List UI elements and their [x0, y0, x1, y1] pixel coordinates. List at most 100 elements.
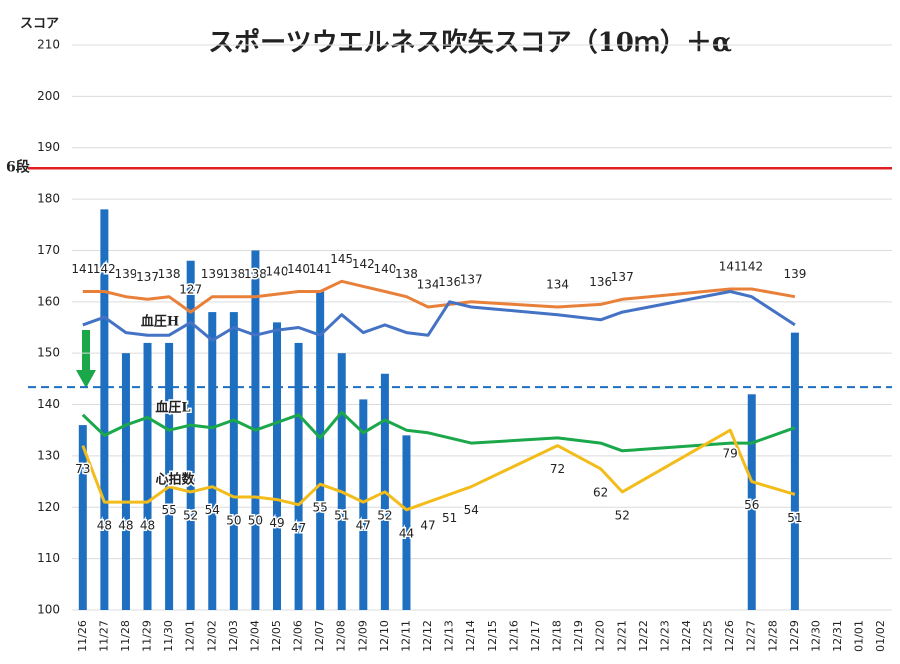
x-tick-label: 11/28: [119, 620, 132, 652]
line: [81, 428, 796, 512]
arrow: [76, 330, 96, 388]
data-label: 54: [205, 503, 220, 517]
x-tick-label: 12/29: [788, 620, 801, 652]
bar: [337, 353, 346, 610]
x-tick-label: 11/26: [76, 620, 89, 652]
data-label: 138: [395, 267, 418, 281]
x-tick-label: 01/01: [853, 620, 866, 652]
data-label: 138: [158, 267, 181, 281]
data-label: 51: [442, 511, 457, 525]
data-label: 48: [97, 519, 112, 533]
data-label: 134: [546, 277, 569, 291]
x-tick-label: 12/04: [248, 620, 261, 652]
data-label: 141: [71, 262, 94, 276]
data-label: 62: [593, 485, 608, 499]
x-tick-label: 12/09: [356, 620, 369, 652]
bar: [402, 435, 411, 610]
y-tick-label: 210: [37, 38, 60, 52]
data-label: 52: [377, 508, 392, 522]
data-label: 138: [244, 267, 267, 281]
bar: [121, 353, 130, 610]
x-tick-label: 12/15: [486, 620, 499, 652]
x-tick-label: 12/30: [809, 620, 822, 652]
x-tick-label: 12/01: [184, 620, 197, 652]
y-tick-label: 130: [37, 448, 60, 462]
y-tick-label: 170: [37, 243, 60, 257]
x-tick-label: 12/31: [831, 620, 844, 652]
x-tick-label: 12/10: [378, 620, 391, 652]
bar: [208, 312, 217, 610]
y-tick-label: 100: [37, 603, 60, 617]
x-tick-label: 12/12: [421, 620, 434, 652]
data-label: 136: [589, 275, 612, 289]
data-label: 138: [222, 267, 245, 281]
data-label: 127: [179, 283, 202, 297]
line: [82, 290, 796, 342]
bar: [316, 291, 325, 610]
x-tick-label: 12/25: [702, 620, 715, 652]
data-label: 47: [420, 519, 435, 533]
data-label: 142: [352, 257, 375, 271]
y-tick-label: 190: [37, 140, 60, 154]
x-tick-label: 12/21: [615, 620, 628, 652]
bar: [143, 342, 152, 610]
data-label: 55: [313, 501, 328, 515]
data-label: 140: [287, 262, 310, 276]
data-label: 52: [615, 508, 630, 522]
data-label: 139: [783, 267, 806, 281]
y-tick-label: 150: [37, 346, 60, 360]
x-tick-label: 12/19: [572, 620, 585, 652]
data-label: 136: [438, 275, 461, 289]
x-tick-label: 12/28: [766, 620, 779, 652]
bar: [78, 425, 87, 610]
data-label: 49: [269, 516, 284, 530]
x-tick-label: 12/11: [399, 620, 412, 652]
data-label: 137: [611, 270, 634, 284]
bar: [790, 332, 799, 610]
x-tick-label: 12/06: [292, 620, 305, 652]
data-label: 51: [787, 511, 802, 525]
data-label: 50: [248, 514, 263, 528]
x-tick-label: 12/03: [227, 620, 240, 652]
x-tick-label: 12/18: [551, 620, 564, 652]
bar: [229, 312, 238, 610]
bar: [294, 342, 303, 610]
series-label: 心拍数: [155, 472, 195, 488]
bar: [186, 260, 195, 610]
bar: [273, 322, 281, 610]
x-tick-label: 12/20: [594, 620, 607, 652]
bar: [100, 209, 109, 610]
data-label: 139: [201, 267, 224, 281]
bar: [359, 399, 368, 610]
data-label: 141: [309, 262, 332, 276]
data-label: 137: [136, 270, 159, 284]
data-label: 54: [464, 503, 479, 517]
x-tick-label: 12/26: [723, 620, 736, 652]
data-label: 142: [93, 262, 116, 276]
data-label: 47: [356, 519, 371, 533]
data-label: 137: [460, 272, 483, 286]
data-label: 55: [161, 503, 176, 517]
data-label: 51: [334, 508, 349, 522]
series-label: 血圧L: [155, 400, 190, 416]
data-label: 79: [723, 447, 738, 461]
series-label: 血圧H: [141, 314, 179, 330]
x-tick-label: 01/02: [874, 620, 887, 652]
data-label: 44: [399, 526, 414, 540]
y-tick-label: 140: [37, 397, 60, 411]
y-tick-label: 200: [37, 89, 60, 103]
x-tick-label: 11/27: [97, 620, 110, 652]
reference-label: 6段: [6, 158, 30, 175]
x-tick-label: 11/30: [162, 620, 175, 652]
data-label: 48: [118, 519, 133, 533]
x-tick-label: 12/27: [745, 620, 758, 652]
chart-title: スポーツウエルネス吹矢スコア（10ｍ）＋α: [208, 27, 732, 58]
data-label: 140: [266, 265, 289, 279]
data-label: 140: [373, 262, 396, 276]
line: [81, 410, 796, 453]
y-tick-label: 120: [37, 500, 60, 514]
data-label: 47: [291, 521, 306, 535]
data-label: 73: [75, 462, 90, 476]
data-label: 134: [417, 277, 440, 291]
